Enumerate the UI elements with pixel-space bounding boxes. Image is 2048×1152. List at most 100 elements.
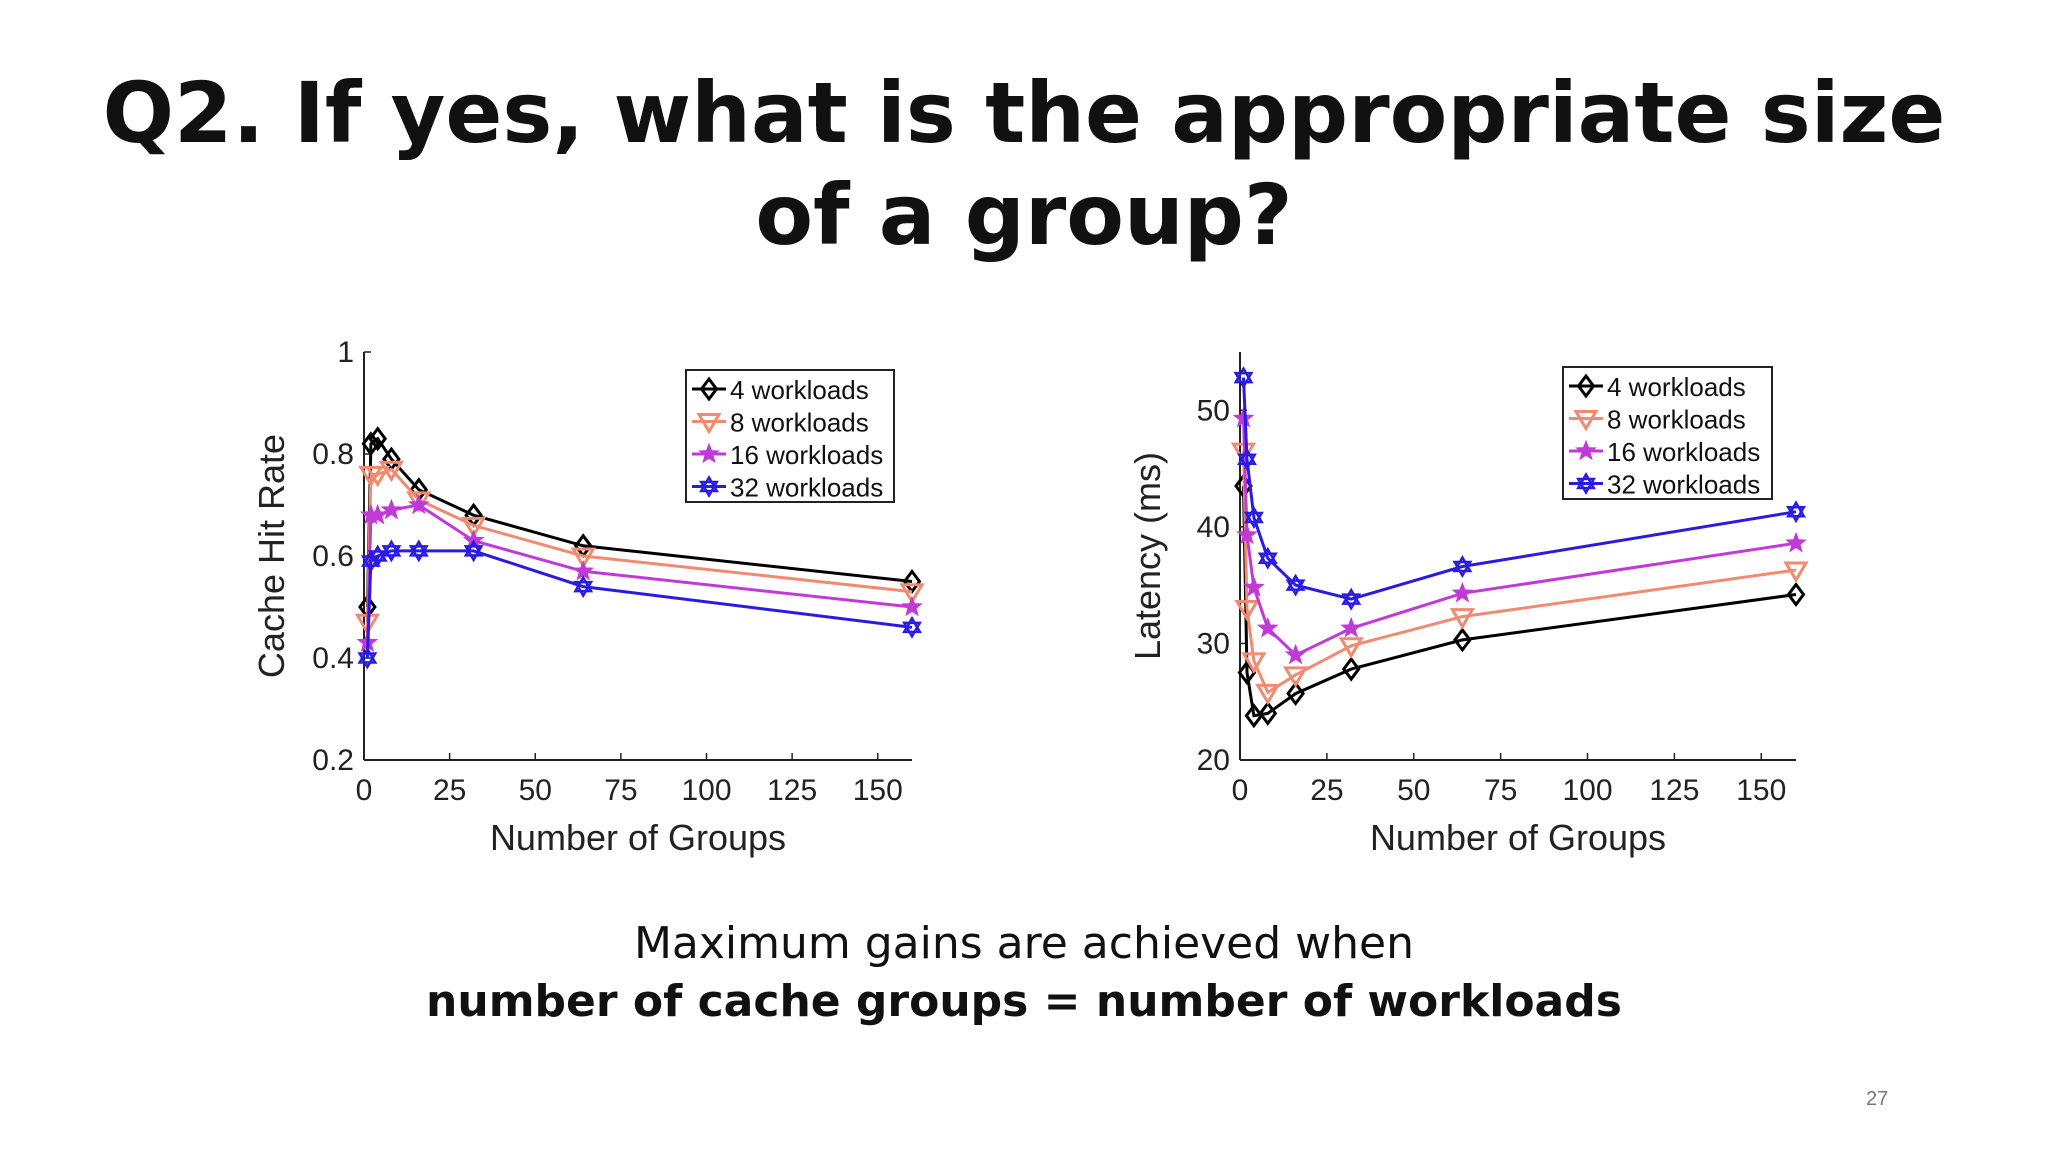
latency-series-4-point-a (1341, 587, 1362, 605)
latency-series-3-point (1451, 581, 1474, 603)
latency-series-3-point (1243, 576, 1265, 597)
latency-series-4 (1233, 366, 1806, 611)
hitrate-legend-label: 4 workloads (730, 375, 869, 405)
latency-series-3-point (1284, 643, 1307, 665)
hitrate-x-tick-label: 100 (681, 774, 731, 807)
hitrate-series-4-point-b (573, 580, 594, 599)
latency-series-2-point (1449, 608, 1476, 630)
latency-y-axis-label: Latency (ms) (1127, 452, 1168, 660)
latency-x-tick-label: 75 (1484, 774, 1517, 807)
hitrate-series-4-point (381, 539, 402, 563)
latency-series-4-point-b (1257, 552, 1278, 570)
hitrate-legend-marker (699, 376, 719, 402)
latency-x-tick-label: 125 (1649, 774, 1699, 807)
hitrate-series-1-point (368, 426, 388, 452)
latency-series-4-point-b (1237, 453, 1257, 471)
latency-series-4-point-b (1786, 505, 1806, 524)
hitrate-x-tick-label: 50 (519, 774, 552, 807)
latency-series-3-line (1242, 418, 1797, 657)
latency-series-1-point (1341, 656, 1361, 682)
hitrate-series-4-line (365, 549, 913, 659)
hitrate-series-2-point (365, 465, 391, 488)
hitrate-series-4-point-b (381, 545, 402, 563)
hitrate-series-3-point (380, 498, 403, 520)
latency-legend-marker-a (1576, 472, 1596, 490)
hitrate-y-tick-label: 0.4 (312, 642, 354, 675)
latency-series-2-point (1282, 666, 1309, 688)
slide-title-line1: Q2. If yes, what is the appropriate size (102, 64, 1946, 162)
slide-title: Q2. If yes, what is the appropriate size… (0, 62, 2048, 266)
hitrate-legend-box (685, 369, 895, 503)
page-number: 27 (1866, 1088, 1889, 1110)
hitrate-series-4-point-b (367, 550, 388, 568)
hitrate-x-axis-label: Number of Groups (490, 817, 786, 858)
hitrate-series-4-point-a (381, 539, 402, 557)
hitrate-series-2-point (570, 547, 596, 569)
latency-series-4-point (1341, 587, 1362, 611)
latency-series-4-point-b (1452, 560, 1473, 578)
hitrate-series-3-point (366, 503, 389, 525)
hitrate-series-1-point (361, 431, 381, 457)
latency-series-4-point-b (1285, 579, 1306, 597)
hitrate-series-4-point-a (367, 544, 388, 562)
hitrate-x-tick-label: 25 (433, 774, 466, 807)
latency-legend-label: 4 workloads (1607, 372, 1746, 402)
latency-series-4-point-a (1233, 366, 1254, 384)
hitrate-legend-marker (699, 475, 719, 498)
hitrate-series-2-point (899, 583, 925, 605)
latency-series-4-point-a (1237, 447, 1257, 465)
latency-series-4-point (1257, 546, 1278, 570)
hitrate-y-tick-label: 0.2 (312, 744, 354, 777)
hitrate-legend-label: 8 workloads (730, 408, 869, 438)
hitrate-series-4-point (408, 539, 429, 563)
latency-x-tick-label: 25 (1310, 774, 1343, 807)
latency-series-4-point (1786, 500, 1806, 524)
hitrate-legend-marker-b (699, 480, 719, 498)
latency-y-tick-label: 30 (1197, 627, 1230, 660)
latency-legend-box (1562, 366, 1773, 500)
hitrate-series-4-point-a (408, 539, 429, 557)
latency-series-1-point (1453, 627, 1472, 653)
hitrate-x-tick-label: 75 (604, 774, 637, 807)
latency-legend-marker (1575, 439, 1597, 461)
caption-line2: number of cache groups = number of workl… (426, 976, 1622, 1027)
hitrate-series-4-point-b (408, 545, 429, 563)
hitrate-series-4-point-a (902, 615, 922, 634)
hitrate-series-3-point (901, 595, 923, 617)
latency-series-4-point-a (1285, 573, 1306, 591)
hitrate-legend-marker-a (699, 475, 719, 493)
hitrate-series-2-point (460, 516, 487, 539)
latency-series-4-point-b (1341, 593, 1362, 611)
latency-series-2-point (1255, 683, 1281, 706)
latency-series-4-point-a (1243, 506, 1264, 524)
latency-legend-marker-b (1576, 477, 1596, 495)
hitrate-y-tick-label: 1 (337, 336, 354, 369)
latency-series-4-point-b (1243, 511, 1264, 529)
latency-series-4-point-a (1786, 500, 1806, 518)
hitrate-y-tick-label: 0.8 (312, 438, 354, 471)
latency-legend-label: 8 workloads (1607, 405, 1746, 435)
latency-series-3-point (1785, 531, 1807, 553)
hitrate-series-4-point-b (902, 621, 922, 639)
latency-x-tick-label: 50 (1397, 774, 1430, 807)
latency-legend-label: 32 workloads (1607, 470, 1760, 500)
latency-series-1-point (1258, 700, 1278, 726)
latency-series-2-point (1234, 599, 1260, 622)
latency-series-4-point-a (1452, 555, 1473, 573)
hitrate-chart: 0 25 50 75 100 125 150 0.2 0.4 0.6 0.8 1 Number of G… (251, 336, 925, 858)
latency-x-tick-label: 150 (1736, 774, 1786, 807)
latency-series-1-point (1244, 703, 1264, 729)
latency-series-3 (1232, 406, 1807, 665)
hitrate-series-4-point (357, 646, 378, 670)
hitrate-series-4-point-a (573, 575, 594, 593)
latency-y-tick-label: 20 (1197, 744, 1230, 777)
latency-x-axis-label: Number of Groups (1370, 817, 1666, 858)
latency-legend-label: 16 workloads (1607, 437, 1760, 467)
latency-series-1 (1234, 473, 1806, 729)
latency-series-1-point (1286, 681, 1305, 707)
hitrate-series-4-point (902, 615, 922, 639)
latency-series-4-point (1243, 506, 1264, 529)
hitrate-series-4-point-b (463, 545, 484, 563)
hitrate-y-tick-label: 0.6 (312, 540, 354, 573)
